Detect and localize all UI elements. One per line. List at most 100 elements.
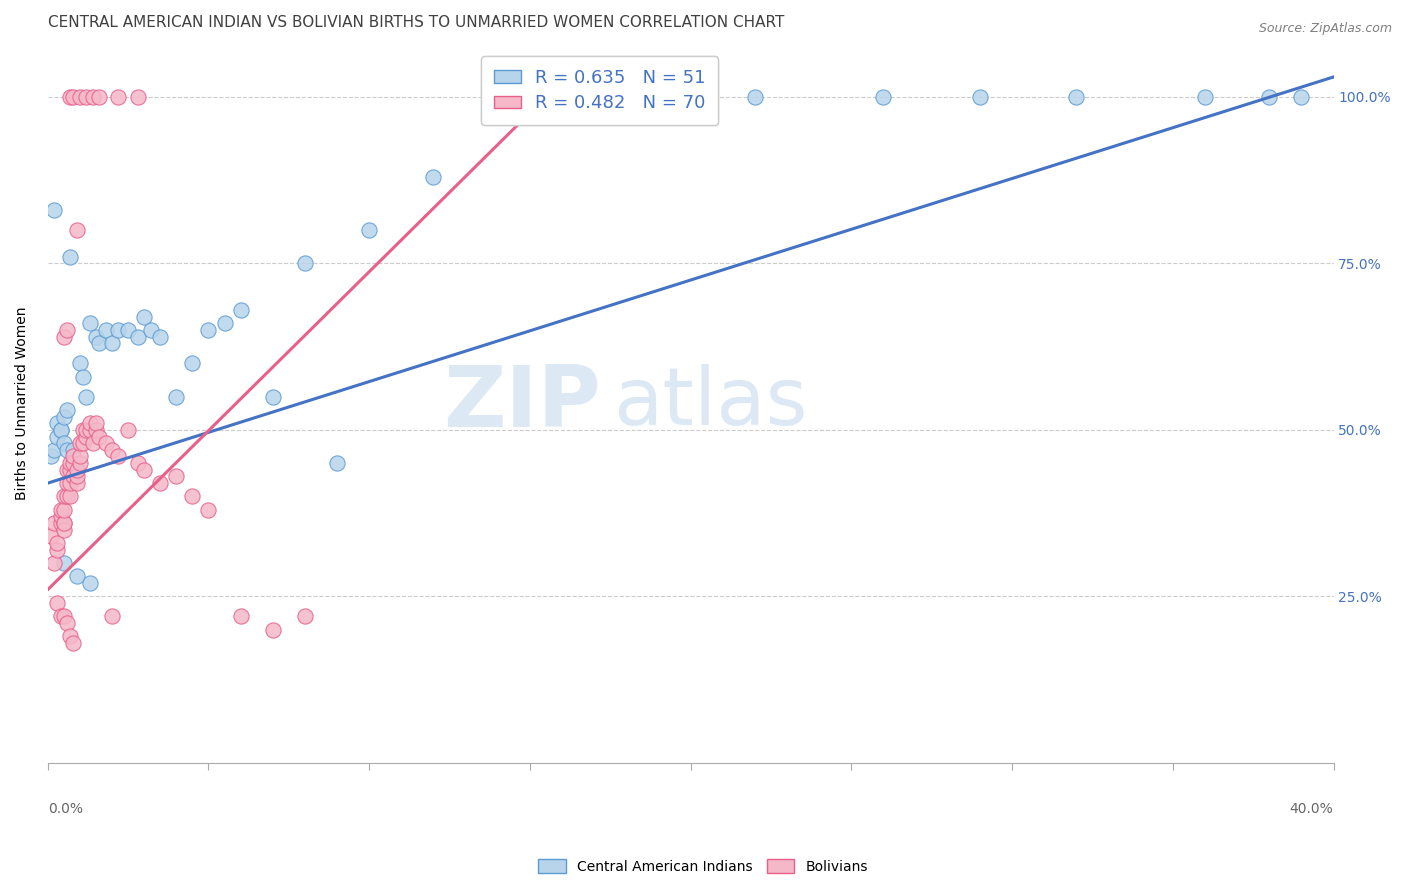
Point (69, 356, 91, 370)
Point (229, 609, 252, 624)
Point (72, 436, 94, 450)
Point (127, 90, 149, 104)
Point (82, 90, 104, 104)
Point (49, 609, 72, 624)
Point (101, 609, 124, 624)
Point (117, 323, 139, 337)
Point (422, 169, 444, 184)
Point (69, 450, 91, 464)
Point (66, 463, 89, 477)
Point (79, 316, 101, 330)
Point (1066, 90, 1088, 104)
Point (62, 636, 84, 650)
Point (94, 436, 117, 450)
Point (89, 429, 111, 443)
Point (326, 456, 349, 470)
Point (66, 569, 89, 583)
Point (107, 323, 129, 337)
Point (94, 323, 117, 337)
Point (1291, 90, 1313, 104)
Point (56, 323, 79, 337)
Point (75, 423, 97, 437)
Point (52, 329, 75, 343)
Point (84, 416, 107, 430)
Point (52, 502, 75, 516)
Text: CENTRAL AMERICAN INDIAN VS BOLIVIAN BIRTHS TO UNMARRIED WOMEN CORRELATION CHART: CENTRAL AMERICAN INDIAN VS BOLIVIAN BIRT… (48, 15, 785, 30)
Point (107, 90, 129, 104)
Point (969, 90, 991, 104)
Point (214, 316, 236, 330)
Point (39, 450, 62, 464)
Point (44, 516, 66, 530)
Point (66, 469, 89, 483)
Point (62, 469, 84, 483)
Point (89, 336, 111, 351)
Point (75, 90, 97, 104)
Point (44, 203, 66, 218)
Point (69, 90, 91, 104)
Point (59, 463, 82, 477)
Point (46, 536, 69, 550)
Point (117, 423, 139, 437)
Point (52, 516, 75, 530)
Point (229, 303, 252, 318)
Point (872, 90, 894, 104)
Point (66, 463, 89, 477)
Text: ZIP: ZIP (443, 362, 600, 445)
Point (49, 423, 72, 437)
Point (1258, 90, 1281, 104)
Point (46, 416, 69, 430)
Point (52, 409, 75, 424)
Point (62, 90, 84, 104)
Point (44, 442, 66, 457)
Point (134, 463, 156, 477)
Legend: Central American Indians, Bolivians: Central American Indians, Bolivians (531, 852, 875, 880)
Text: atlas: atlas (613, 364, 808, 442)
Point (79, 576, 101, 591)
Point (181, 490, 204, 504)
Point (56, 476, 79, 491)
Point (262, 623, 284, 637)
Point (101, 336, 124, 351)
Point (66, 476, 89, 491)
Point (127, 329, 149, 343)
Text: 40.0%: 40.0% (1289, 802, 1333, 816)
Point (165, 469, 187, 483)
Point (84, 423, 107, 437)
Point (39, 529, 62, 543)
Point (49, 516, 72, 530)
Point (56, 442, 79, 457)
Point (69, 436, 91, 450)
Point (56, 463, 79, 477)
Point (72, 423, 94, 437)
Point (165, 390, 187, 404)
Point (519, 90, 541, 104)
Point (101, 442, 124, 457)
Point (75, 429, 97, 443)
Point (49, 502, 72, 516)
Point (181, 356, 204, 370)
Point (59, 463, 82, 477)
Point (294, 609, 316, 624)
Point (614, 90, 637, 104)
Point (62, 450, 84, 464)
Point (52, 436, 75, 450)
Point (294, 256, 316, 270)
Point (262, 390, 284, 404)
Point (44, 556, 66, 570)
Point (46, 429, 69, 443)
Legend: R = 0.635   N = 51, R = 0.482   N = 70: R = 0.635 N = 51, R = 0.482 N = 70 (481, 56, 718, 125)
Point (59, 490, 82, 504)
Point (59, 476, 82, 491)
Point (56, 490, 79, 504)
Point (79, 423, 101, 437)
Point (1194, 90, 1216, 104)
Point (72, 369, 94, 384)
Point (59, 250, 82, 264)
Point (59, 90, 82, 104)
Point (52, 523, 75, 537)
Point (52, 609, 75, 624)
Y-axis label: Births to Unmarried Women: Births to Unmarried Women (15, 307, 30, 500)
Point (134, 310, 156, 324)
Point (56, 615, 79, 630)
